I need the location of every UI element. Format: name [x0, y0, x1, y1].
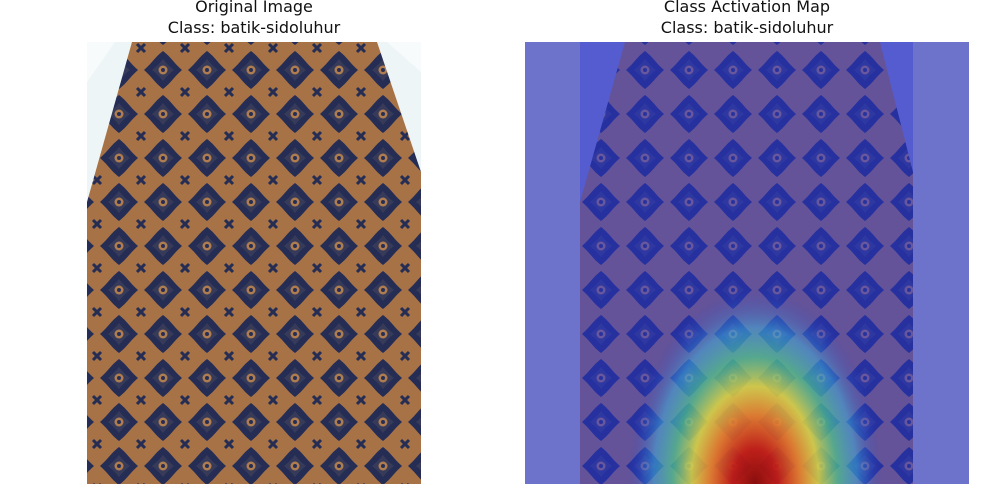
- heatmap-overlay-image: [525, 42, 969, 484]
- right-title-line1: Class Activation Map: [663, 0, 831, 16]
- left-panel-title: Original Image Class: batik-sidoluhur: [44, 0, 464, 38]
- left-title-line1: Original Image: [195, 0, 313, 16]
- left-title-line2: Class: batik-sidoluhur: [167, 18, 341, 37]
- right-title-line2: Class: batik-sidoluhur: [660, 18, 834, 37]
- right-panel-title: Class Activation Map Class: batik-sidolu…: [537, 0, 957, 38]
- original-image-panel: [87, 42, 421, 484]
- batik-fabric-image: [87, 42, 421, 484]
- class-activation-map-panel: [525, 42, 969, 484]
